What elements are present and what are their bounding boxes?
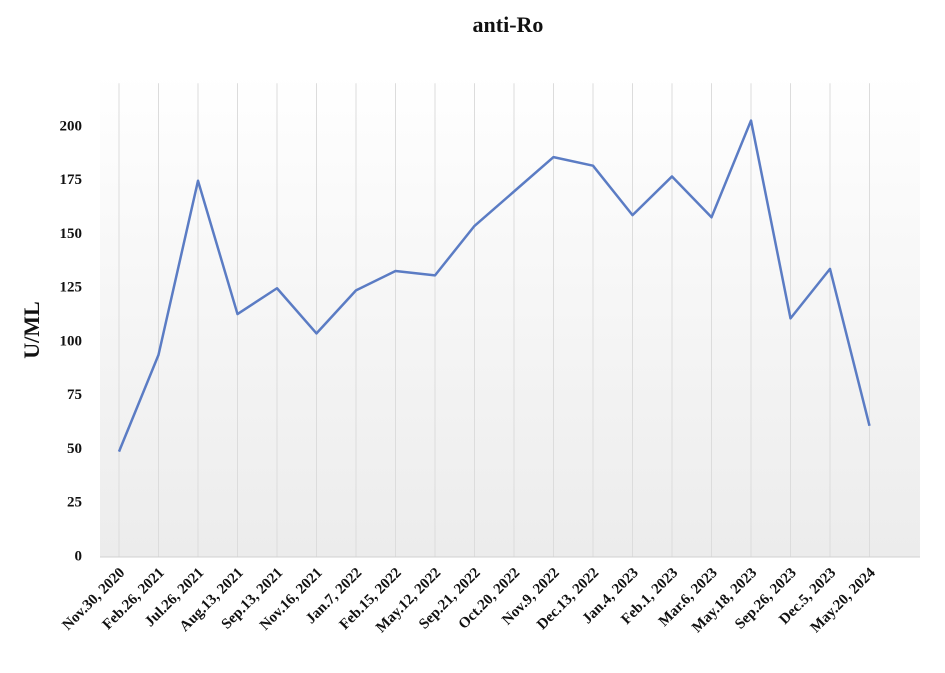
y-axis-label: U/ML — [19, 301, 44, 358]
y-tick-label: 125 — [60, 280, 83, 296]
chart-title: anti-Ro — [473, 12, 544, 37]
y-tick-label: 100 — [60, 333, 83, 349]
y-tick-label: 200 — [60, 118, 83, 134]
y-tick-label: 50 — [67, 441, 82, 457]
data-line — [117, 119, 871, 453]
y-tick-label: 75 — [67, 387, 82, 403]
y-tick-label: 0 — [75, 548, 83, 564]
plot-area — [100, 73, 920, 557]
y-tick-label: 175 — [60, 172, 83, 188]
y-tick-label: 150 — [60, 226, 83, 242]
y-tick-label: 25 — [67, 495, 82, 511]
